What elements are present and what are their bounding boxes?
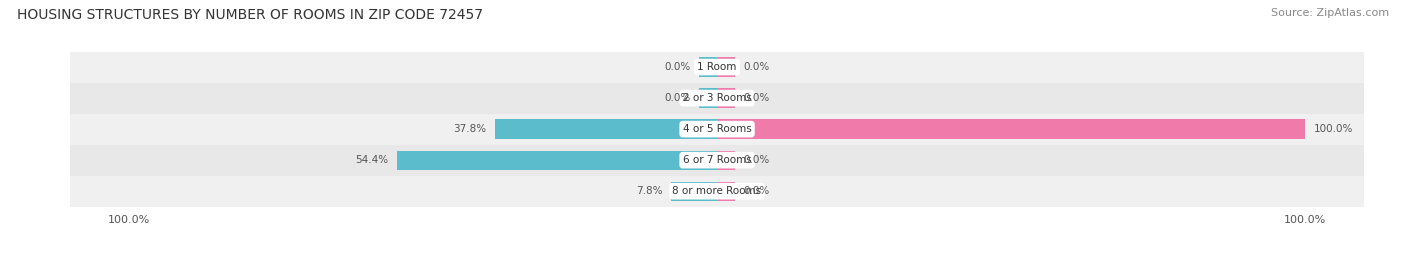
- Text: 0.0%: 0.0%: [744, 186, 769, 196]
- Text: 1 Room: 1 Room: [697, 62, 737, 72]
- Bar: [70, 52, 1364, 83]
- Bar: [398, 151, 717, 170]
- Bar: [70, 83, 1364, 114]
- Text: 54.4%: 54.4%: [356, 155, 388, 165]
- Text: 4 or 5 Rooms: 4 or 5 Rooms: [683, 124, 751, 134]
- Text: 100.0%: 100.0%: [1313, 124, 1353, 134]
- Text: 8 or more Rooms: 8 or more Rooms: [672, 186, 762, 196]
- Text: 0.0%: 0.0%: [665, 62, 690, 72]
- Bar: [717, 151, 735, 170]
- Text: 0.0%: 0.0%: [744, 155, 769, 165]
- Text: 37.8%: 37.8%: [453, 124, 486, 134]
- Text: 0.0%: 0.0%: [744, 93, 769, 103]
- Bar: [70, 114, 1364, 145]
- Text: 0.0%: 0.0%: [665, 93, 690, 103]
- Bar: [717, 182, 735, 201]
- Text: 6 or 7 Rooms: 6 or 7 Rooms: [683, 155, 751, 165]
- Bar: [495, 119, 717, 139]
- Bar: [70, 145, 1364, 176]
- Bar: [671, 182, 717, 201]
- Text: Source: ZipAtlas.com: Source: ZipAtlas.com: [1271, 8, 1389, 18]
- Bar: [699, 57, 717, 77]
- Text: 7.8%: 7.8%: [636, 186, 662, 196]
- Text: 0.0%: 0.0%: [744, 62, 769, 72]
- Text: HOUSING STRUCTURES BY NUMBER OF ROOMS IN ZIP CODE 72457: HOUSING STRUCTURES BY NUMBER OF ROOMS IN…: [17, 8, 482, 22]
- Bar: [717, 57, 735, 77]
- Text: 2 or 3 Rooms: 2 or 3 Rooms: [683, 93, 751, 103]
- Bar: [717, 119, 1305, 139]
- Bar: [70, 176, 1364, 207]
- Bar: [699, 89, 717, 108]
- Bar: [717, 89, 735, 108]
